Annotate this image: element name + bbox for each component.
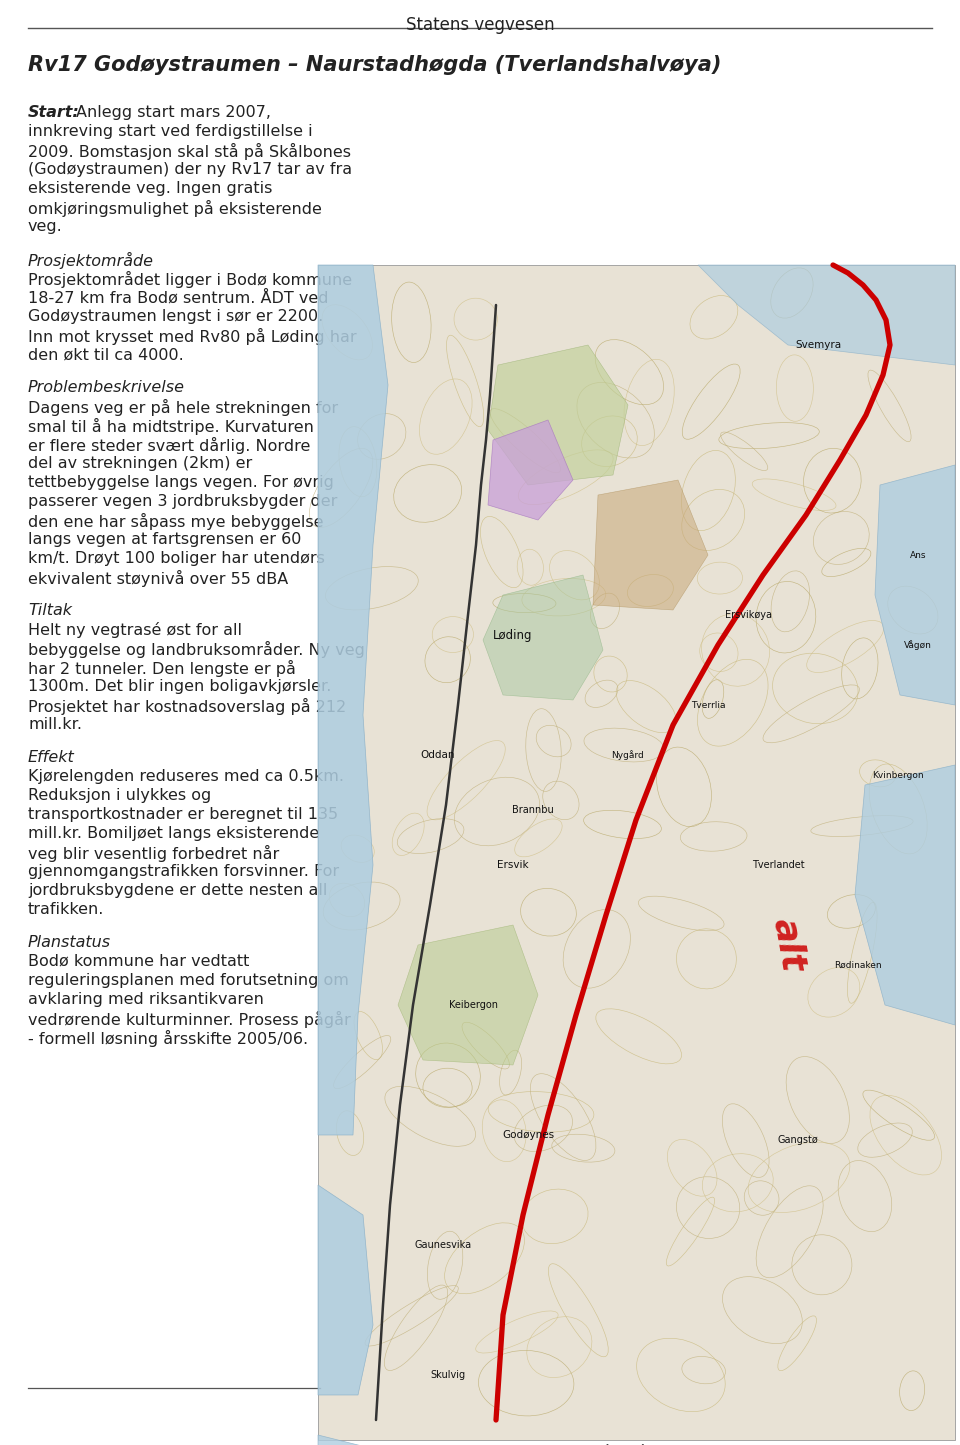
- Text: bebyggelse og landbruksområder. Ny veg: bebyggelse og landbruksområder. Ny veg: [28, 642, 365, 657]
- Text: Problembeskrivelse: Problembeskrivelse: [28, 380, 185, 394]
- Text: Tverlandet: Tverlandet: [752, 860, 804, 870]
- Text: Nygård: Nygård: [612, 750, 644, 760]
- Text: Tverrlia: Tverrlia: [691, 701, 725, 709]
- Polygon shape: [488, 420, 573, 520]
- Text: (Godøystraumen) der ny Rv17 tar av fra: (Godøystraumen) der ny Rv17 tar av fra: [28, 162, 352, 176]
- Text: Rv17 Godøystraumen – Naurstadhøgda (Tverlandshalvøya): Rv17 Godøystraumen – Naurstadhøgda (Tver…: [28, 55, 721, 75]
- Text: Brannbu: Brannbu: [512, 805, 554, 815]
- Bar: [318, 264, 955, 1441]
- Polygon shape: [318, 1185, 373, 1394]
- Polygon shape: [318, 1435, 398, 1445]
- Text: har 2 tunneler. Den lengste er på: har 2 tunneler. Den lengste er på: [28, 660, 296, 678]
- Text: alt: alt: [767, 916, 809, 974]
- Text: langs vegen at fartsgrensen er 60: langs vegen at fartsgrensen er 60: [28, 532, 301, 548]
- Text: Reduksjon i ulykkes og: Reduksjon i ulykkes og: [28, 788, 211, 803]
- Text: Anlegg start mars 2007,: Anlegg start mars 2007,: [76, 105, 271, 120]
- Text: Inn mot krysset med Rv80 på Løding har: Inn mot krysset med Rv80 på Løding har: [28, 328, 356, 345]
- Text: Keibergon: Keibergon: [448, 1000, 497, 1010]
- Text: - formell løsning årsskifte 2005/06.: - formell løsning årsskifte 2005/06.: [28, 1030, 308, 1048]
- Text: den økt til ca 4000.: den økt til ca 4000.: [28, 347, 183, 363]
- Text: Godøynes: Godøynes: [502, 1130, 554, 1140]
- Text: Effekt: Effekt: [28, 750, 75, 764]
- Polygon shape: [483, 575, 603, 699]
- Text: tettbebyggelse langs vegen. For øvrig: tettbebyggelse langs vegen. For øvrig: [28, 475, 334, 490]
- Polygon shape: [318, 264, 388, 1134]
- Polygon shape: [855, 764, 955, 1025]
- Text: gjennomgangstrafikken forsvinner. For: gjennomgangstrafikken forsvinner. For: [28, 864, 339, 879]
- Text: den ene har såpass mye bebyggelse: den ene har såpass mye bebyggelse: [28, 513, 324, 530]
- Text: Gangstø: Gangstø: [778, 1134, 818, 1144]
- Text: Skulvig: Skulvig: [430, 1370, 466, 1380]
- Polygon shape: [593, 480, 708, 610]
- Text: Prosjektet har kostnadsoverslag på 212: Prosjektet har kostnadsoverslag på 212: [28, 698, 347, 715]
- Text: transportkostnader er beregnet til 135: transportkostnader er beregnet til 135: [28, 806, 338, 822]
- Text: Statens vegvesen: Statens vegvesen: [406, 16, 554, 35]
- Text: mill.kr. Bomiljøet langs eksisterende: mill.kr. Bomiljøet langs eksisterende: [28, 827, 320, 841]
- Text: 18-27 km fra Bodø sentrum. ÅDT ved: 18-27 km fra Bodø sentrum. ÅDT ved: [28, 290, 328, 305]
- Text: Kvinbergon: Kvinbergon: [873, 770, 924, 779]
- Text: Ersvik: Ersvik: [497, 860, 529, 870]
- Text: Gaunesvika: Gaunesvika: [415, 1240, 471, 1250]
- Text: Svemyra: Svemyra: [795, 340, 841, 350]
- Text: Prosjektområde: Prosjektområde: [28, 251, 154, 269]
- Text: Løding: Løding: [493, 629, 533, 642]
- Polygon shape: [875, 465, 955, 705]
- Text: mill.kr.: mill.kr.: [28, 717, 82, 733]
- Polygon shape: [398, 925, 538, 1065]
- Text: 2009. Bomstasjon skal stå på Skålbones: 2009. Bomstasjon skal stå på Skålbones: [28, 143, 351, 160]
- Text: 1300m. Det blir ingen boligavkjørsler.: 1300m. Det blir ingen boligavkjørsler.: [28, 679, 331, 694]
- Text: omkjøringsmulighet på eksisterende: omkjøringsmulighet på eksisterende: [28, 199, 322, 217]
- Text: er flere steder svært dårlig. Nordre: er flere steder svært dårlig. Nordre: [28, 436, 310, 454]
- Text: passerer vegen 3 jordbruksbygder der: passerer vegen 3 jordbruksbygder der: [28, 494, 337, 509]
- Text: trafikken.: trafikken.: [28, 902, 105, 918]
- Text: innkreving start ved ferdigstillelse i: innkreving start ved ferdigstillelse i: [28, 124, 313, 139]
- Text: Oddan: Oddan: [420, 750, 455, 760]
- Text: reguleringsplanen med forutsetning om: reguleringsplanen med forutsetning om: [28, 972, 348, 988]
- Text: avklaring med riksantikvaren: avklaring med riksantikvaren: [28, 993, 264, 1007]
- Text: Rødinaken: Rødinaken: [834, 961, 882, 970]
- Text: km/t. Drøyt 100 boliger har utendørs: km/t. Drøyt 100 boliger har utendørs: [28, 551, 324, 566]
- Text: smal til å ha midtstripe. Kurvaturen: smal til å ha midtstripe. Kurvaturen: [28, 418, 314, 435]
- Text: Kjørelengden reduseres med ca 0.5km.: Kjørelengden reduseres med ca 0.5km.: [28, 769, 344, 785]
- Text: veg blir vesentlig forbedret når: veg blir vesentlig forbedret når: [28, 845, 279, 863]
- Text: Vågøn: Vågøn: [904, 640, 932, 650]
- Polygon shape: [698, 264, 955, 366]
- Text: Dagens veg er på hele strekningen for: Dagens veg er på hele strekningen for: [28, 399, 338, 416]
- Text: jordbruksbygdene er dette nesten all: jordbruksbygdene er dette nesten all: [28, 883, 327, 897]
- Polygon shape: [488, 345, 628, 486]
- Text: Helt ny vegtrasé øst for all: Helt ny vegtrasé øst for all: [28, 621, 242, 639]
- Text: vedrørende kulturminner. Prosess pågår: vedrørende kulturminner. Prosess pågår: [28, 1011, 350, 1027]
- Text: Ersvikøya: Ersvikøya: [725, 610, 772, 620]
- Text: Prosjektområdet ligger i Bodø kommune: Prosjektområdet ligger i Bodø kommune: [28, 272, 352, 288]
- Text: ekvivalent støynivå over 55 dBA: ekvivalent støynivå over 55 dBA: [28, 569, 288, 587]
- Text: veg.: veg.: [28, 220, 62, 234]
- Text: Bodø kommune har vedtatt: Bodø kommune har vedtatt: [28, 954, 250, 970]
- Text: Godøystraumen lengst i sør er 2200.: Godøystraumen lengst i sør er 2200.: [28, 309, 324, 324]
- Text: del av strekningen (2km) er: del av strekningen (2km) er: [28, 457, 252, 471]
- Text: Tiltak: Tiltak: [28, 603, 72, 618]
- Text: Start:: Start:: [28, 105, 80, 120]
- Text: eksisterende veg. Ingen gratis: eksisterende veg. Ingen gratis: [28, 181, 273, 197]
- Text: Planstatus: Planstatus: [28, 935, 111, 949]
- Text: Ans: Ans: [910, 551, 926, 559]
